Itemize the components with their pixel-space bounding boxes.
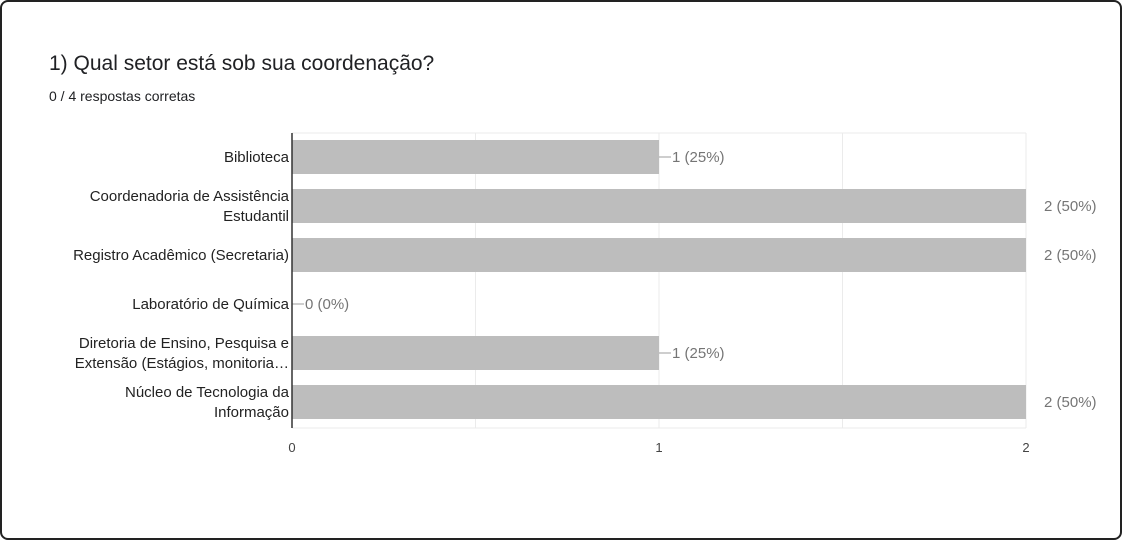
- category-label: Extensão (Estágios, monitoria…: [75, 355, 289, 372]
- value-label: 1 (25%): [672, 149, 725, 166]
- grid-layer: [291, 132, 1027, 429]
- category-label: Laboratório de Química: [132, 296, 289, 313]
- responses-summary: 0 / 4 respostas corretas: [49, 88, 196, 104]
- bar: [292, 189, 1026, 223]
- bar: [292, 238, 1026, 272]
- category-label: Registro Acadêmico (Secretaria): [73, 247, 289, 264]
- bar-chart: 1 (25%) Biblioteca 2 (50%) Coordenadoria de…: [73, 132, 1097, 455]
- category-label: Núcleo de Tecnologia da: [125, 384, 290, 401]
- category-label: Coordenadoria de Assistência: [90, 188, 290, 205]
- x-tick-label: 0: [288, 440, 295, 455]
- bar-layer: [292, 140, 1026, 419]
- question-title: 1) Qual setor está sob sua coordenação?: [49, 52, 435, 75]
- x-tick-label: 1: [655, 440, 662, 455]
- value-label: 1 (25%): [672, 345, 725, 362]
- category-label: Biblioteca: [224, 149, 290, 166]
- value-label: 0 (0%): [305, 296, 349, 313]
- bar: [292, 385, 1026, 419]
- value-label: 2 (50%): [1044, 198, 1097, 215]
- category-label: Diretoria de Ensino, Pesquisa e: [79, 335, 289, 352]
- category-label: Estudantil: [223, 208, 289, 225]
- label-layer: 1 (25%) Biblioteca 2 (50%) Coordenadoria de…: [73, 149, 1096, 421]
- bar: [292, 140, 659, 174]
- category-label: Informação: [214, 404, 289, 421]
- x-tick-label: 2: [1022, 440, 1029, 455]
- value-label: 2 (50%): [1044, 394, 1097, 411]
- axis-layer: 0 1 2: [288, 133, 1030, 455]
- value-label: 2 (50%): [1044, 247, 1097, 264]
- bar: [292, 336, 659, 370]
